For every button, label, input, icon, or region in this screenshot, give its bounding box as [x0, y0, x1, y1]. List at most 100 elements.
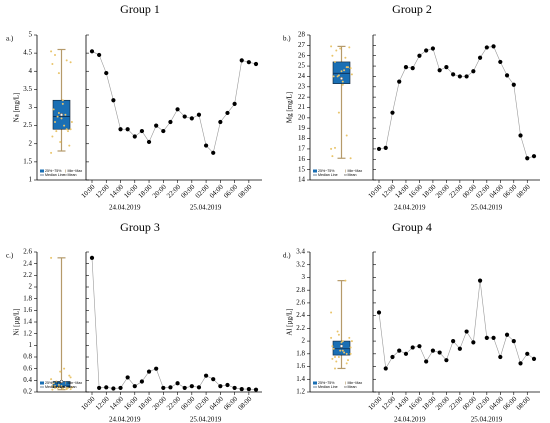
box-point [55, 380, 58, 383]
y-tick-label: 1.8 [296, 349, 305, 357]
box-point [61, 386, 64, 389]
data-point [168, 385, 173, 390]
y-tick-label: 3 [29, 103, 33, 111]
data-point [471, 340, 476, 345]
box-point [335, 360, 338, 363]
box-point [334, 356, 336, 358]
y-tick-label: 0.8 [23, 353, 32, 361]
data-point [97, 385, 102, 391]
x-tick-label: 20:00 [434, 395, 451, 412]
legend-swatch [344, 386, 347, 388]
data-point [161, 385, 166, 391]
y-axis-label: Na [mg/L] [13, 93, 21, 123]
data-point [403, 351, 409, 356]
data-point [484, 45, 489, 50]
y-tick-label: 2.2 [23, 271, 32, 279]
box-point [67, 130, 69, 133]
box-point [343, 351, 346, 354]
data-point [477, 278, 483, 283]
data-point [383, 145, 388, 150]
box-point [61, 99, 64, 102]
box-point [350, 340, 353, 343]
x-tick-label: 10:00 [80, 395, 97, 412]
x-tick-label: 16:00 [122, 183, 139, 200]
data-point [498, 354, 503, 360]
x-tick-label: 04:00 [488, 395, 505, 412]
box-point [50, 50, 53, 53]
data-point [239, 386, 244, 392]
x-tick-label: 12:00 [94, 395, 111, 412]
data-point [111, 98, 116, 103]
x-tick-label: 02:00 [474, 183, 491, 200]
y-tick-label: 1.5 [23, 157, 32, 165]
y-tick-label: 16 [298, 155, 306, 163]
box-point [55, 130, 58, 133]
y-tick-label: 2 [29, 139, 33, 147]
box-point [348, 46, 351, 49]
box-point [64, 113, 67, 116]
date-label: 25.04.2019 [190, 204, 222, 212]
data-point [175, 381, 180, 386]
x-tick-label: 16:00 [407, 395, 424, 412]
data-point [518, 133, 523, 138]
data-point [491, 44, 496, 49]
y-tick-label: 2.6 [296, 299, 305, 307]
y-tick-label: 2.4 [296, 311, 305, 319]
box-point [339, 349, 342, 352]
box-point [67, 386, 69, 389]
box-point [332, 75, 335, 78]
box-point [341, 340, 344, 343]
x-tick-label: 00:00 [461, 395, 478, 412]
data-point [444, 358, 449, 363]
y-tick-label: 2.5 [23, 121, 32, 129]
data-point [232, 101, 237, 106]
data-point [104, 70, 109, 76]
box-point [330, 336, 333, 339]
box-point [331, 357, 334, 360]
x-tick-label: 14:00 [108, 395, 125, 412]
data-point [189, 116, 194, 121]
y-tick-label: 2.2 [296, 324, 305, 332]
data-point [246, 386, 251, 392]
box-point [341, 349, 344, 352]
legend-label: Min~Max [348, 381, 363, 385]
data-point [511, 82, 516, 87]
box-point [70, 386, 73, 389]
panel-label: a.) [6, 35, 14, 43]
box-point [332, 347, 335, 350]
x-tick-label: 04:00 [208, 183, 225, 200]
box-point [330, 311, 333, 314]
mean-marker [340, 344, 344, 348]
y-tick-label: 1.4 [23, 318, 32, 326]
x-tick-label: 06:00 [222, 395, 239, 412]
data-point [464, 74, 469, 79]
y-tick-label: 14 [298, 176, 306, 184]
x-tick-label: 12:00 [380, 183, 397, 200]
data-point [225, 110, 230, 116]
chart-title: Group 4 [392, 220, 432, 234]
data-point [203, 143, 209, 148]
panel-label: d.) [283, 252, 291, 260]
box-point [61, 102, 64, 105]
y-tick-label: 1.6 [23, 306, 32, 314]
legend-label: Min~Max [348, 169, 363, 173]
data-point [118, 127, 123, 132]
data-point [161, 128, 166, 134]
data-point [154, 366, 159, 371]
box-point [69, 128, 72, 131]
data-point [132, 384, 137, 389]
x-tick-label: 10:00 [80, 183, 97, 200]
y-tick-label: 23 [298, 82, 306, 90]
box-point [349, 67, 352, 70]
y-tick-label: 19 [298, 124, 306, 132]
x-tick-label: 22:00 [447, 395, 464, 412]
data-point [417, 53, 422, 58]
y-tick-label: 17 [298, 145, 306, 153]
date-label: 24.04.2019 [109, 204, 141, 212]
data-point [464, 329, 469, 334]
data-point [525, 351, 530, 356]
data-point [451, 72, 456, 77]
data-point [253, 61, 259, 67]
legend-swatch [40, 169, 44, 173]
data-point [211, 150, 216, 155]
